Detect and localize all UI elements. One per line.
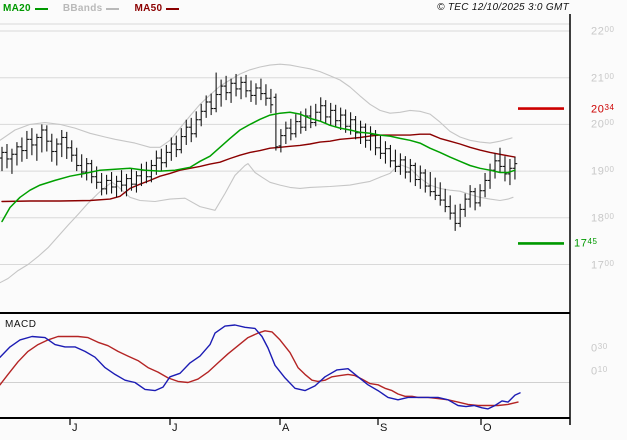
price-axis-label-2100: 2100 bbox=[591, 71, 615, 85]
ma20-line-swatch bbox=[34, 7, 48, 10]
legend-item-bbands: BBands bbox=[63, 3, 120, 14]
month-label-S-3: S bbox=[380, 422, 388, 434]
price-axis-label-2000: 2000 bbox=[591, 118, 615, 131]
bbands-line-swatch bbox=[106, 7, 120, 10]
legend-bbands-label: BBands bbox=[62, 3, 103, 14]
month-label-J-0: J bbox=[72, 422, 78, 434]
month-label-O-4: O bbox=[483, 422, 492, 434]
price-axis-label-1800: 1800 bbox=[591, 211, 615, 225]
macd-axis-label-0.3: 030 bbox=[591, 342, 608, 355]
legend-ma50-label: MA50 bbox=[134, 3, 163, 14]
legend-ma20-label: MA20 bbox=[3, 3, 31, 14]
macd-panel-label: MACD bbox=[5, 319, 37, 330]
level-label-2034: 2034 bbox=[591, 102, 615, 116]
macd-axis-label-0.1: 010 bbox=[591, 365, 608, 378]
month-label-J-1: J bbox=[172, 422, 178, 434]
ma50-line-swatch bbox=[166, 7, 180, 10]
level-label-1745: 1745 bbox=[574, 237, 598, 250]
indicator-legend: MA20 BBands MA50 bbox=[3, 3, 180, 14]
legend-item-ma50: MA50 bbox=[134, 3, 180, 14]
price-axis-label-1900: 1900 bbox=[591, 165, 615, 178]
copyright-text: © TEC 12/10/2025 3:0 GMT bbox=[437, 2, 569, 13]
legend-item-ma20: MA20 bbox=[3, 3, 48, 14]
month-label-A-2: A bbox=[282, 422, 290, 434]
price-axis-label-2200: 2200 bbox=[591, 25, 615, 38]
price-axis-label-1700: 1700 bbox=[591, 258, 615, 272]
